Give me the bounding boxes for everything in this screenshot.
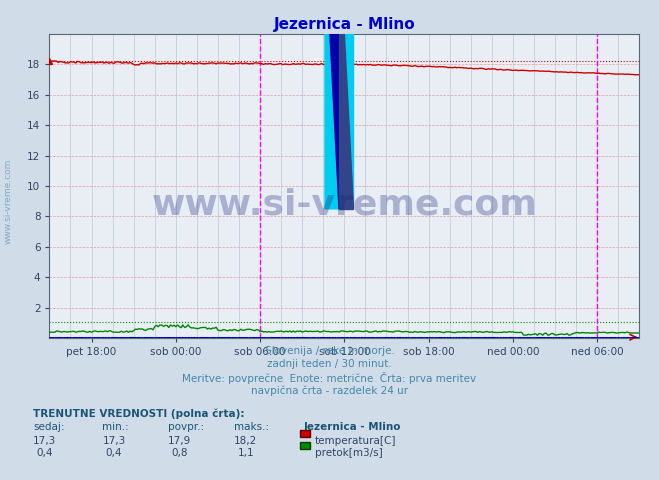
Text: 0,4: 0,4 <box>105 448 123 458</box>
Text: maks.:: maks.: <box>234 422 269 432</box>
Text: 17,9: 17,9 <box>168 436 192 446</box>
Text: 1,1: 1,1 <box>237 448 254 458</box>
Text: 0,4: 0,4 <box>36 448 53 458</box>
Polygon shape <box>325 0 339 209</box>
Text: 18,2: 18,2 <box>234 436 258 446</box>
Text: 0,8: 0,8 <box>171 448 188 458</box>
Bar <box>325 0 339 75</box>
Text: pretok[m3/s]: pretok[m3/s] <box>315 448 383 458</box>
Text: zadnji teden / 30 minut.: zadnji teden / 30 minut. <box>267 359 392 369</box>
Polygon shape <box>325 0 339 209</box>
Polygon shape <box>339 0 353 209</box>
Text: www.si-vreme.com: www.si-vreme.com <box>152 187 537 221</box>
Polygon shape <box>339 0 353 209</box>
Text: min.:: min.: <box>102 422 129 432</box>
Text: TRENUTNE VREDNOSTI (polna črta):: TRENUTNE VREDNOSTI (polna črta): <box>33 409 244 420</box>
Text: Slovenija / reke in morje.: Slovenija / reke in morje. <box>264 346 395 356</box>
Text: 17,3: 17,3 <box>33 436 57 446</box>
Text: temperatura[C]: temperatura[C] <box>315 436 397 446</box>
Title: Jezernica - Mlino: Jezernica - Mlino <box>273 17 415 33</box>
Text: www.si-vreme.com: www.si-vreme.com <box>3 159 13 244</box>
Text: Meritve: povprečne  Enote: metrične  Črta: prva meritev: Meritve: povprečne Enote: metrične Črta:… <box>183 372 476 384</box>
Text: povpr.:: povpr.: <box>168 422 204 432</box>
Text: navpična črta - razdelek 24 ur: navpična črta - razdelek 24 ur <box>251 386 408 396</box>
Text: sedaj:: sedaj: <box>33 422 65 432</box>
Text: Jezernica - Mlino: Jezernica - Mlino <box>303 422 401 432</box>
Text: 17,3: 17,3 <box>102 436 126 446</box>
